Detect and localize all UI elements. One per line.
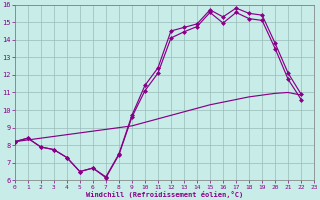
- X-axis label: Windchill (Refroidissement éolien,°C): Windchill (Refroidissement éolien,°C): [86, 191, 243, 198]
